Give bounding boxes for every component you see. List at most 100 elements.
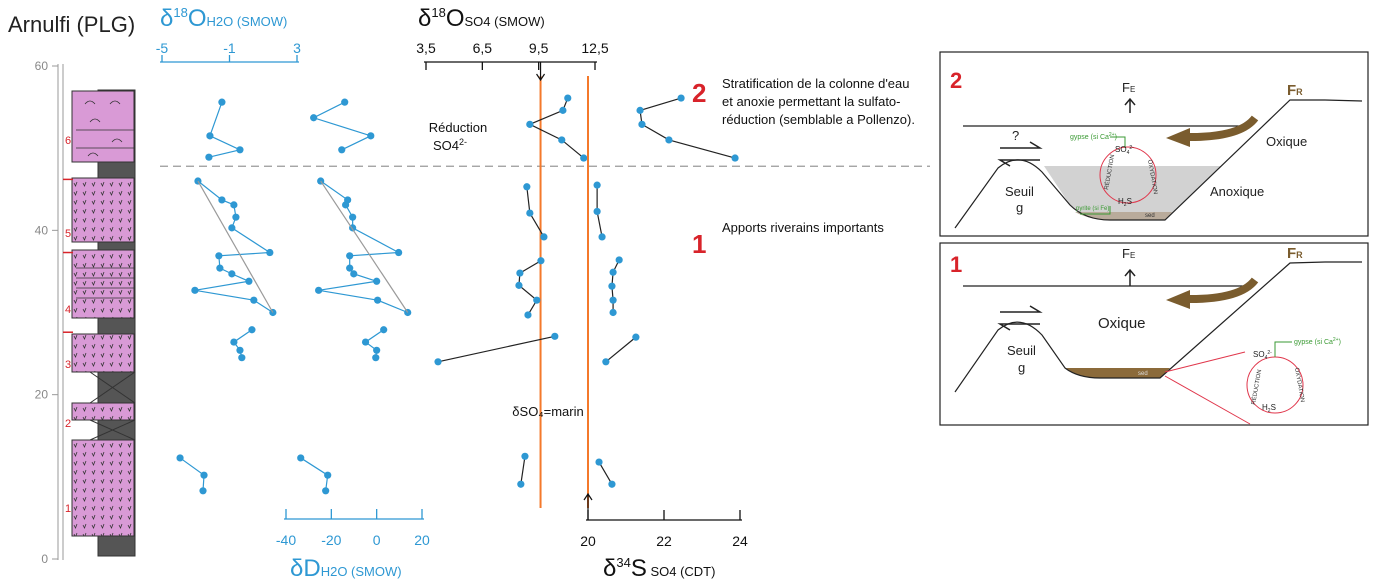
data-point [608, 282, 616, 290]
data-point [373, 277, 381, 285]
diagram-label: 2- [1129, 145, 1134, 151]
svg-text:H2S: H2S [1118, 197, 1132, 208]
data-point [558, 136, 566, 144]
data-point [236, 346, 244, 354]
axis-label: δ18OSO4 (SMOW) [418, 5, 545, 32]
y-tick-label: 0 [41, 552, 48, 566]
x-tick-label: 9,5 [529, 40, 549, 56]
unit-label: 5 [65, 228, 71, 240]
annotation: Réduction [429, 120, 488, 135]
data-point [551, 332, 559, 340]
title: Arnulfi (PLG) [8, 12, 135, 37]
data-point [215, 252, 223, 260]
data-point [200, 471, 208, 479]
profile-line [179, 101, 274, 491]
svg-text:SO42-: SO42- [1115, 145, 1134, 156]
diagram-label: gypse (si Ca [1294, 339, 1333, 346]
x-tick-label: -1 [223, 40, 236, 56]
profile-line [596, 97, 736, 485]
data-point [638, 120, 646, 128]
data-point [361, 338, 370, 346]
diagram-label: E [1130, 251, 1135, 260]
unit-label: 6 [65, 135, 71, 147]
diagram-label: E [1130, 85, 1135, 94]
data-point [523, 183, 531, 191]
data-point [395, 248, 403, 257]
data-point [521, 452, 529, 460]
x-tick-label: 20 [414, 532, 430, 548]
data-point [216, 264, 224, 272]
data-point [609, 296, 617, 304]
data-point [346, 264, 354, 272]
data-point [516, 269, 524, 277]
diagram-label: 2 [1124, 202, 1127, 208]
data-point [232, 213, 240, 221]
data-point [380, 326, 388, 334]
data-point [218, 196, 226, 204]
diagram-label: S [1271, 403, 1276, 412]
data-point [731, 154, 739, 162]
diagram-label: Seuil [1005, 184, 1034, 199]
data-point [564, 94, 572, 102]
axis-label: δDH2O (SMOW) [290, 555, 402, 582]
diagram-label: 4 [1265, 355, 1268, 361]
diagram-label: sed [1145, 213, 1155, 219]
data-point [373, 296, 382, 304]
svg-text:gypse (si Ca2+): gypse (si Ca2+) [1294, 337, 1341, 346]
diagram-label: OXYDATION [1146, 159, 1158, 194]
svg-text:SO42-: SO42- [1253, 350, 1272, 361]
y-tick-label: 60 [35, 59, 49, 73]
profile-line [437, 97, 585, 485]
axis-label: δ18OH2O (SMOW) [160, 5, 287, 32]
data-point [636, 106, 644, 114]
diagram-label: Oxique [1098, 315, 1146, 332]
data-point [230, 338, 238, 346]
data-point [533, 296, 541, 304]
data-point [322, 487, 330, 495]
diagram-label: F [1287, 245, 1296, 262]
profile-line [197, 180, 274, 313]
data-point [595, 458, 603, 466]
diagram-label: F [1122, 246, 1130, 261]
data-point [524, 311, 532, 319]
data-point [228, 224, 236, 232]
x-tick-label: 6,5 [473, 40, 493, 56]
data-point [341, 98, 349, 106]
diagram-label: 2+ [1109, 132, 1115, 138]
x-tick-label: 3,5 [416, 40, 436, 56]
data-point [615, 256, 623, 264]
data-point [317, 177, 325, 185]
data-point [342, 201, 350, 209]
diagram-label: R [1296, 250, 1303, 260]
data-point [236, 146, 244, 154]
unit-label: 3 [65, 359, 71, 371]
annotation: réduction (semblable a Pollenzo). [722, 112, 915, 127]
annotation: et anoxie permettant la sulfato- [722, 94, 901, 109]
data-point [602, 358, 610, 366]
data-point [250, 296, 258, 304]
data-point [245, 277, 253, 285]
data-point [199, 487, 207, 495]
diagram-label: ) [1339, 339, 1341, 346]
data-point [559, 106, 567, 114]
diagram-label: ? [1012, 128, 1019, 143]
svg-text:FE: FE [1122, 80, 1135, 95]
x-tick-label: 12,5 [581, 40, 608, 56]
diagram-label: S [1127, 197, 1132, 206]
x-tick-label: -40 [276, 532, 296, 548]
y-tick-label: 20 [35, 388, 49, 402]
data-point [609, 308, 617, 317]
data-point [677, 94, 685, 102]
data-point [206, 132, 214, 140]
data-point [324, 471, 332, 479]
axis-label: δ34S SO4 (CDT) [603, 555, 715, 582]
diagram-label: 2+ [1333, 337, 1339, 343]
diagram-label: g [1018, 360, 1025, 375]
x-tick-label: 22 [656, 533, 672, 549]
y-tick-label: 40 [35, 223, 49, 237]
diagram-label: g [1016, 200, 1023, 215]
diagram-label: R [1296, 87, 1303, 97]
svg-text:FR: FR [1287, 82, 1303, 99]
data-point [367, 132, 375, 140]
data-point [349, 213, 357, 221]
